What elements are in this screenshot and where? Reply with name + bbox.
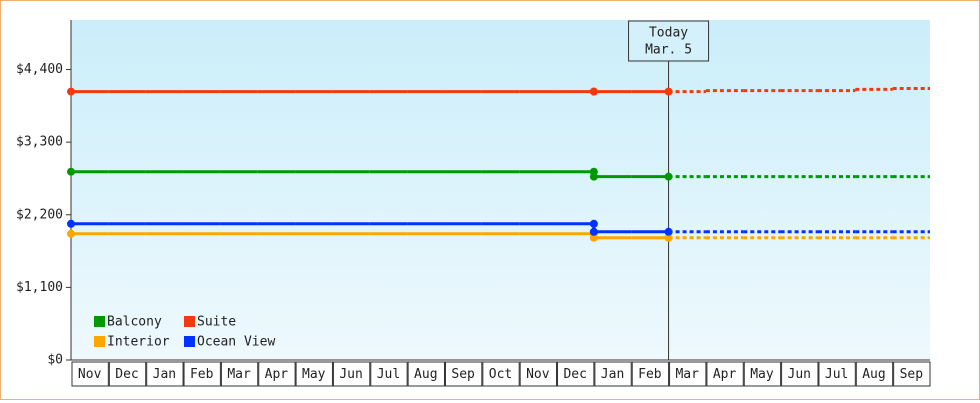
month-cell <box>220 361 259 387</box>
month-cell <box>594 361 632 387</box>
today-box <box>628 20 710 62</box>
price-marker <box>67 87 75 96</box>
month-cell <box>818 361 856 387</box>
x-tick-label: Mar <box>675 367 699 382</box>
x-tick-label: Sep <box>451 367 475 382</box>
month-cell <box>183 361 221 387</box>
x-tick-label: Aug <box>862 367 885 382</box>
y-tick-label: $4,400 <box>16 62 63 77</box>
x-tick-label: Jul <box>377 367 400 382</box>
month-cell <box>258 361 296 387</box>
today-date: Mar. 5 <box>645 43 692 58</box>
month-cell <box>706 361 744 387</box>
legend-label: Ocean View <box>197 335 275 350</box>
month-cell <box>631 361 670 387</box>
legend-swatch <box>94 336 105 347</box>
month-cell <box>669 361 707 387</box>
month-cell <box>108 361 147 387</box>
today-title: Today <box>649 26 688 41</box>
x-tick-label: May <box>302 367 326 382</box>
legend-label: Interior <box>107 335 170 350</box>
legend-swatch <box>94 316 105 327</box>
price-marker <box>67 167 75 176</box>
month-cell <box>893 361 931 387</box>
price-marker <box>589 227 598 236</box>
month-cell <box>370 361 408 387</box>
y-tick-label: $1,100 <box>16 280 63 295</box>
month-cell <box>557 361 595 387</box>
month-cell <box>743 361 782 387</box>
legend-swatch <box>184 316 195 327</box>
month-cell <box>71 361 109 387</box>
x-tick-label: Dec <box>115 367 138 382</box>
x-tick-label: Feb <box>638 367 662 382</box>
month-cell <box>332 361 371 387</box>
price-marker <box>67 219 75 228</box>
y-tick-label: $0 <box>47 353 63 368</box>
price-marker <box>589 219 598 228</box>
price-marker <box>589 172 598 181</box>
month-cell <box>295 361 333 387</box>
x-tick-label: Apr <box>713 367 737 382</box>
x-tick-label: Jan <box>601 367 624 382</box>
x-tick-label: Mar <box>227 367 251 382</box>
x-tick-label: Jun <box>339 367 362 382</box>
x-tick-label: Jul <box>825 367 848 382</box>
price-marker <box>67 229 75 238</box>
legend-label: Balcony <box>107 315 162 330</box>
month-cell <box>146 361 184 387</box>
x-tick-label: Oct <box>489 367 512 382</box>
price-marker <box>589 87 598 96</box>
y-tick-label: $3,300 <box>16 135 63 150</box>
month-cell <box>781 361 819 387</box>
month-cell <box>519 361 558 387</box>
x-tick-label: Feb <box>190 367 214 382</box>
price-marker <box>589 233 598 242</box>
x-tick-label: Nov <box>78 367 102 382</box>
x-tick-label: Aug <box>414 367 437 382</box>
plot-area <box>71 20 930 360</box>
x-tick-label: Sep <box>900 367 924 382</box>
legend-swatch <box>184 336 195 347</box>
x-tick-label: May <box>750 367 774 382</box>
month-cell <box>444 361 483 387</box>
y-tick-label: $2,200 <box>16 207 63 222</box>
x-tick-label: Apr <box>265 367 289 382</box>
month-cell <box>482 361 520 387</box>
month-cell <box>855 361 894 387</box>
month-cell <box>407 361 445 387</box>
x-tick-label: Nov <box>526 367 550 382</box>
x-tick-label: Jun <box>788 367 811 382</box>
x-tick-label: Dec <box>563 367 586 382</box>
legend-label: Suite <box>197 315 236 330</box>
x-tick-label: Jan <box>153 367 176 382</box>
